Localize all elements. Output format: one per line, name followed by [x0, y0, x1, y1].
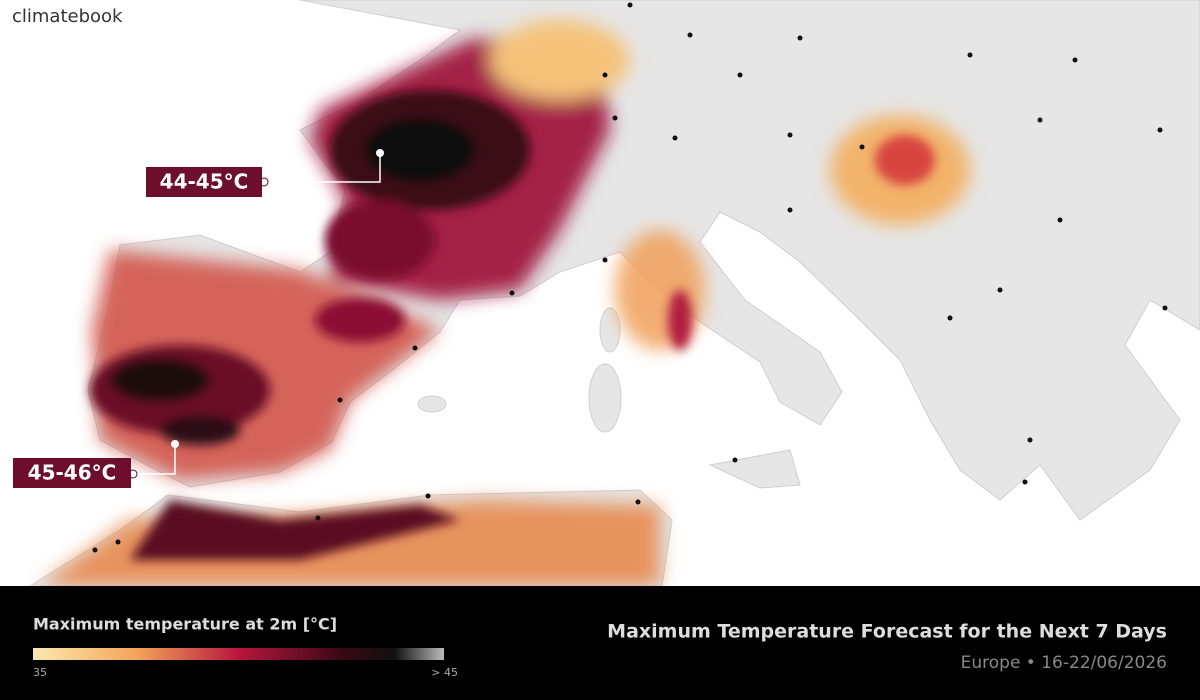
annotation-box: [13, 458, 131, 488]
land-sicily: [708, 449, 801, 489]
logo: climatebook: [12, 6, 123, 27]
land-mallorca: [417, 395, 447, 413]
footer-title: Maximum Temperature Forecast for the Nex…: [607, 621, 1167, 643]
map: 44-45°C 45-46°C climatebook: [12, 0, 1200, 586]
annotation: 45-46°C: [13, 440, 179, 488]
leader-line: [133, 444, 176, 475]
annotation-box: [146, 167, 262, 197]
legend-max-label: > 45: [431, 666, 458, 679]
land-sardinia: [588, 363, 622, 433]
land-corsica: [599, 307, 621, 353]
annotation-label: 44-45°C: [160, 170, 249, 194]
city-dots: [92, 2, 1168, 553]
leader-line: [264, 153, 381, 183]
location-dot: [171, 440, 179, 448]
legend-scale: [33, 648, 444, 660]
annotation: 44-45°C: [146, 149, 384, 197]
legend-min-label: 35: [33, 666, 47, 679]
location-dot: [376, 149, 384, 157]
legend-title: Maximum temperature at 2m [°C]: [33, 615, 337, 634]
footer-subtitle: Europe • 16-22/06/2026: [961, 653, 1167, 673]
heat-core: [90, 90, 935, 560]
footer-band: [0, 586, 1200, 700]
annotation-label: 45-46°C: [28, 461, 117, 485]
